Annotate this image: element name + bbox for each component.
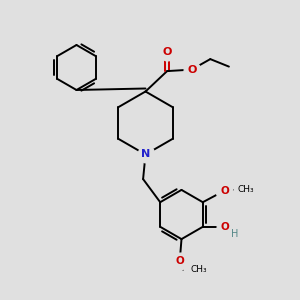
Text: N: N bbox=[141, 149, 150, 160]
Text: CH₃: CH₃ bbox=[190, 265, 207, 274]
Text: O: O bbox=[221, 222, 230, 232]
Text: O: O bbox=[220, 186, 229, 196]
Text: H: H bbox=[231, 229, 238, 239]
Text: O: O bbox=[162, 46, 172, 57]
Text: O: O bbox=[176, 256, 184, 266]
Text: CH₃: CH₃ bbox=[237, 185, 253, 194]
Text: O: O bbox=[187, 64, 196, 75]
